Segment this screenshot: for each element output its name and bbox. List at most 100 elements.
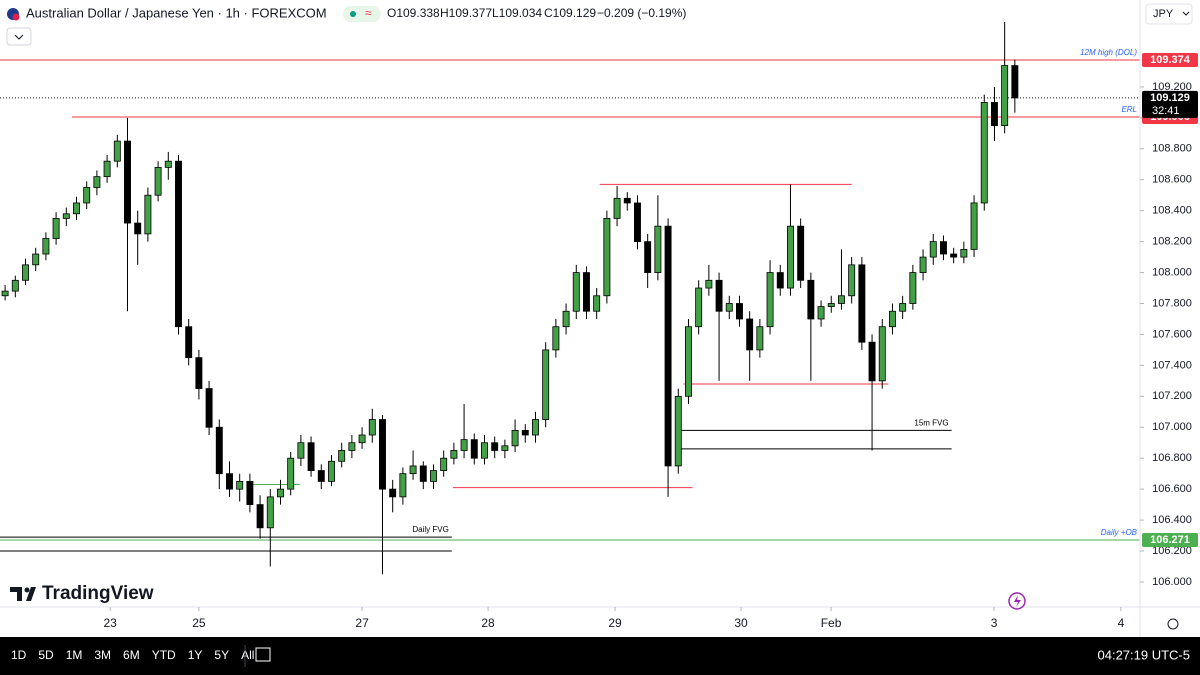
candle-body	[307, 442, 315, 471]
candle-body	[980, 102, 988, 204]
y-tick-label: 108.000	[1152, 266, 1192, 278]
flag-icon	[12, 13, 20, 21]
status-icon: ≈	[365, 6, 372, 20]
candle-body	[776, 272, 784, 289]
candle-body	[725, 303, 733, 312]
x-tick-label: Feb	[821, 616, 842, 630]
candle-body	[73, 202, 80, 215]
range-button[interactable]: All	[241, 648, 254, 662]
candle-body	[919, 256, 927, 273]
candle-body	[970, 202, 978, 250]
symbol-title: Australian Dollar / Japanese Yen · 1h · …	[26, 5, 327, 20]
candle-body	[572, 272, 580, 312]
candle-body	[1, 290, 9, 297]
candle-body	[491, 442, 499, 451]
range-button[interactable]: 1M	[66, 648, 83, 662]
bottom-toolbar	[0, 637, 1200, 675]
price-tag	[1142, 533, 1198, 548]
candle-body	[603, 218, 611, 297]
y-tick-label: 106.800	[1152, 452, 1192, 464]
candle-body	[950, 253, 958, 258]
candle-body	[460, 439, 468, 451]
candle-body	[960, 248, 968, 258]
candle-body	[613, 197, 621, 219]
candle-body	[358, 434, 366, 444]
date-range-icon[interactable]	[255, 647, 271, 662]
candle-body	[103, 160, 111, 178]
alert-icon	[1014, 595, 1021, 607]
candle-body	[419, 465, 427, 482]
range-button[interactable]: YTD	[152, 648, 176, 662]
range-button[interactable]: 3M	[94, 648, 111, 662]
y-tick-label: 107.200	[1152, 390, 1192, 402]
chevron-icon	[14, 34, 24, 40]
candle-body	[246, 481, 254, 506]
range-button[interactable]: 6M	[123, 648, 140, 662]
candle-body	[185, 326, 193, 359]
candle-body	[134, 222, 142, 235]
candle-body	[52, 218, 60, 239]
price-tag-label: 109.374	[1150, 54, 1191, 66]
candle-body	[328, 460, 335, 482]
candle-body	[664, 225, 672, 467]
settings-icon[interactable]	[1167, 618, 1179, 630]
candle-body	[399, 473, 407, 498]
candle-body	[195, 357, 203, 389]
candle-body	[715, 279, 723, 312]
candle-body	[205, 388, 213, 428]
candle-body	[164, 160, 172, 168]
candle-body	[797, 225, 805, 281]
candle-body	[379, 419, 386, 490]
y-tick-label: 107.000	[1152, 421, 1192, 433]
last-price-tag	[1142, 90, 1198, 118]
status-dot	[350, 11, 356, 17]
candle-body	[583, 272, 590, 312]
candle-body	[215, 426, 223, 475]
candle-body	[481, 442, 488, 459]
candle-body	[266, 496, 274, 529]
candle-body	[175, 160, 182, 328]
candle-body	[470, 439, 478, 459]
range-button[interactable]: 5D	[38, 648, 54, 662]
y-tick-label: 107.400	[1152, 359, 1192, 371]
level-label: Daily FVG	[412, 525, 448, 534]
ohlc-low: L109.034	[492, 6, 542, 20]
candle-body	[827, 303, 835, 307]
clock: 04:27:19 UTC-5	[1098, 647, 1191, 662]
candle-body	[838, 295, 845, 304]
y-tick-label: 108.400	[1152, 205, 1192, 217]
candle-body	[593, 295, 601, 312]
candle-body	[695, 287, 703, 328]
last-price-label: 109.129	[1150, 92, 1190, 104]
alert-icon[interactable]	[1008, 592, 1026, 610]
candle-body	[736, 303, 743, 320]
x-tick-label: 28	[481, 616, 495, 630]
candle-body	[562, 310, 570, 328]
currency-button[interactable]	[1145, 3, 1193, 25]
candle-body	[858, 264, 866, 343]
candle-body	[440, 457, 448, 471]
candle-body	[756, 326, 764, 351]
level-label: Daily +OB	[1101, 528, 1138, 537]
collapse-button[interactable]	[6, 27, 32, 46]
candle-body	[521, 429, 529, 436]
candle-body	[93, 176, 101, 188]
candle-body	[430, 470, 437, 482]
currency-label: JPY	[1153, 8, 1174, 20]
candle-body	[899, 303, 907, 312]
candle-body	[623, 197, 631, 204]
candle-body	[450, 450, 458, 459]
y-tick-label: 107.600	[1152, 328, 1192, 340]
range-button[interactable]: 1Y	[188, 648, 203, 662]
range-button[interactable]: 1D	[11, 648, 27, 662]
candle-body	[634, 202, 641, 243]
x-tick-label: 29	[608, 616, 622, 630]
logo-icon	[10, 587, 36, 601]
candle-body	[746, 318, 754, 351]
level-label: 12M high (DOL)	[1080, 48, 1137, 57]
range-button[interactable]: 5Y	[214, 648, 229, 662]
y-tick-label: 108.600	[1152, 174, 1192, 186]
y-tick-label: 109.200	[1152, 81, 1192, 93]
